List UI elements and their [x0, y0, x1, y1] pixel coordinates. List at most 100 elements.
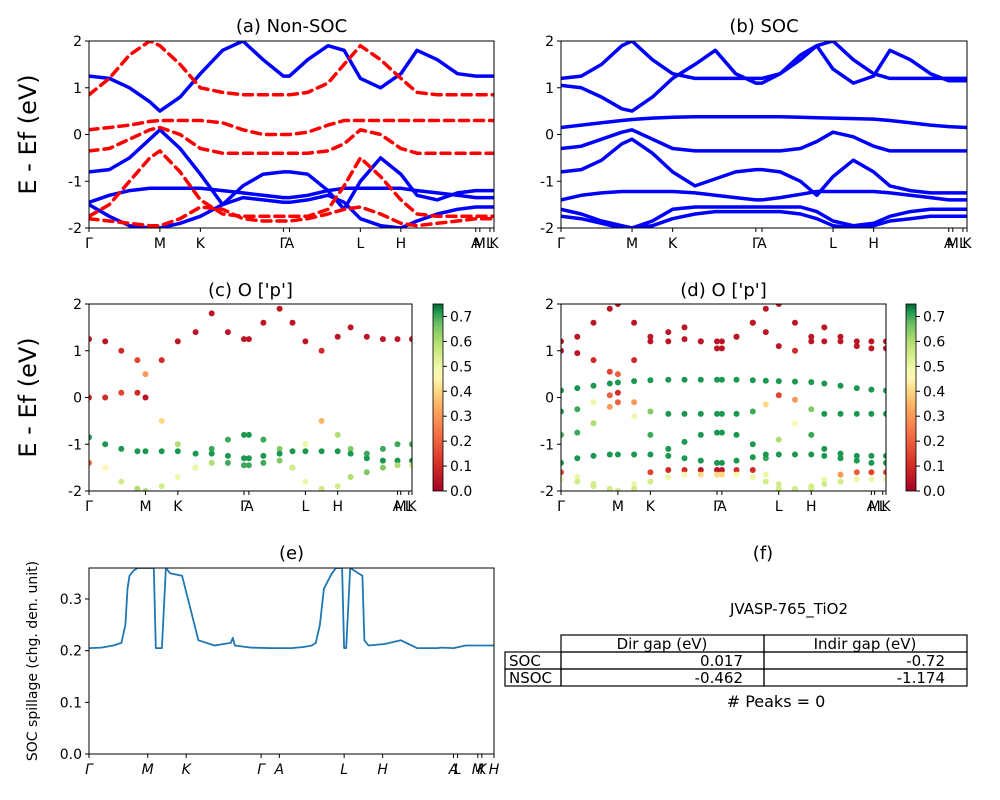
band-point — [631, 399, 638, 406]
band-point — [792, 420, 798, 427]
band-point — [821, 338, 828, 345]
band-point — [174, 448, 181, 455]
band-point — [681, 410, 688, 417]
x-tick-label: H — [396, 236, 407, 252]
band-point — [762, 478, 769, 485]
band-point — [697, 376, 704, 383]
x-tick-label: L — [829, 236, 837, 252]
band-point — [289, 319, 296, 326]
y-tick-label: 1 — [545, 81, 554, 97]
x-tick-label: Γ — [85, 236, 93, 252]
band-point — [883, 338, 886, 345]
band-point — [792, 319, 798, 326]
material-name: JVASP-765_TiO2 — [729, 600, 848, 619]
band-point — [714, 338, 720, 345]
x-tick-label: A — [393, 499, 403, 515]
y-tick-label: 0.3 — [60, 592, 82, 608]
band-point — [733, 457, 740, 464]
y-tick-label: 1 — [545, 344, 554, 360]
band-point — [606, 380, 613, 387]
y-tick-label: -1 — [68, 437, 82, 453]
band-point — [837, 471, 844, 478]
band-point — [574, 406, 581, 413]
band-point — [631, 319, 638, 326]
band-point — [883, 410, 886, 417]
band-point — [89, 336, 92, 343]
band-point — [241, 431, 247, 438]
band-point — [590, 420, 597, 427]
y-tick-label: 2 — [545, 297, 554, 313]
band-point — [158, 417, 165, 424]
x-tick-label: Γ — [713, 499, 721, 515]
band-point — [821, 476, 828, 483]
x-tick-label: M — [626, 236, 638, 252]
x-tick-label: K — [962, 236, 972, 252]
table-cell-value: -0.462 — [695, 669, 743, 687]
colorbar — [432, 303, 444, 492]
band-point — [260, 459, 267, 466]
x-tick-label: L — [486, 236, 494, 252]
band-line — [89, 205, 494, 228]
band-point — [590, 399, 597, 406]
band-point — [718, 376, 725, 383]
band-point — [245, 431, 252, 438]
band-point — [749, 408, 756, 415]
band-point — [142, 488, 149, 491]
band-point — [762, 329, 769, 336]
band-point — [821, 452, 828, 459]
table-col-header-dir: Dir gap (eV) — [617, 635, 708, 653]
band-point — [714, 471, 720, 478]
x-tick-label: L — [356, 236, 364, 252]
band-point — [208, 310, 215, 317]
colorbar-tick-label: 0.3 — [450, 409, 472, 425]
band-point — [574, 333, 581, 340]
band-point — [561, 469, 564, 476]
band-point — [665, 376, 672, 383]
band-point — [574, 455, 581, 462]
band-point — [665, 410, 672, 417]
band-point — [208, 445, 215, 452]
band-point — [792, 488, 798, 491]
band-point — [606, 403, 613, 410]
band-point — [363, 469, 370, 476]
band-point — [245, 336, 252, 343]
band-point — [837, 410, 844, 417]
panel-title: (a) Non-SOC — [236, 16, 347, 37]
band-point — [302, 448, 309, 455]
band-point — [749, 474, 756, 480]
band-point — [631, 451, 638, 458]
y-tick-label: 0.0 — [60, 747, 82, 763]
band-point — [718, 459, 725, 466]
x-tick-label: M — [869, 499, 881, 515]
colorbar — [905, 303, 917, 492]
table-cell-value: -0.72 — [906, 652, 945, 670]
x-tick-label: K — [407, 499, 417, 515]
band-point — [837, 455, 844, 462]
spillage-line — [89, 568, 494, 649]
band-point — [631, 413, 638, 420]
band-line — [561, 209, 967, 228]
band-line — [89, 41, 494, 113]
band-point — [647, 377, 654, 384]
band-point — [718, 345, 725, 352]
table-row-label: SOC — [509, 652, 541, 670]
colorbar-tick-label: 0.1 — [450, 459, 472, 475]
band-point — [718, 471, 725, 478]
band-point — [697, 338, 704, 345]
band-point — [853, 457, 860, 464]
band-point — [379, 457, 386, 464]
band-line — [561, 137, 967, 198]
panel-f-gap-table: (f) JVASP-765_TiO2 Dir gap (eV) Indir ga… — [504, 543, 968, 711]
band-point — [118, 478, 125, 485]
x-tick-label: M — [139, 499, 151, 515]
x-tick-label: A — [944, 236, 954, 252]
band-point — [681, 336, 688, 343]
x-tick-label: M — [947, 236, 959, 252]
band-point — [614, 304, 621, 307]
band-point — [821, 380, 828, 387]
band-point — [681, 471, 688, 478]
plot-area — [89, 568, 494, 649]
